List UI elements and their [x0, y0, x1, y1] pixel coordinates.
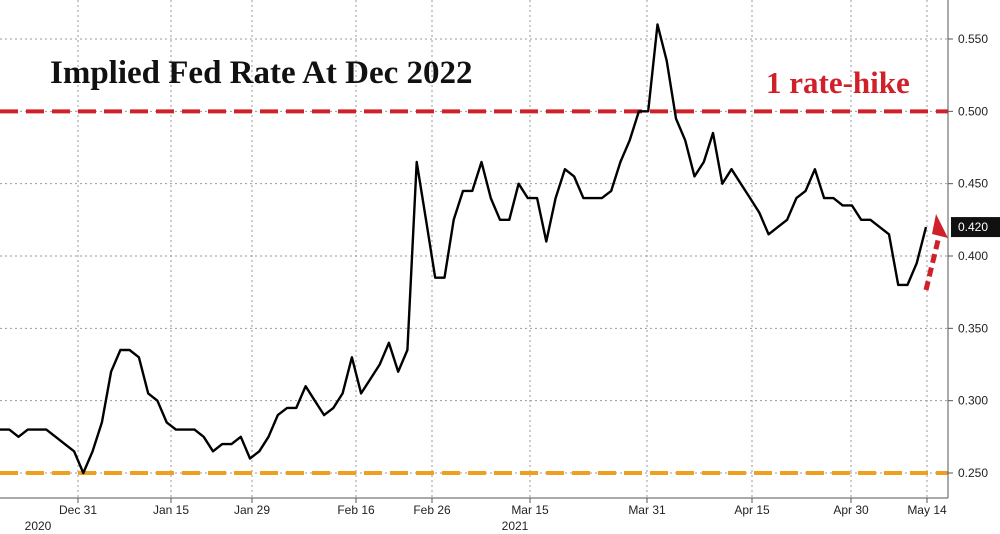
- rate-hike-label: 1 rate-hike: [766, 65, 910, 100]
- x-tick-label: Apr 30: [833, 503, 869, 517]
- x-tick-label: Jan 15: [153, 503, 189, 517]
- up-arrow-annotation: [923, 214, 948, 291]
- y-tick-label: 0.450: [958, 177, 988, 191]
- x-tick-label: Mar 15: [511, 503, 549, 517]
- series-line: [0, 23, 928, 475]
- x-tick-label: May 14: [907, 503, 947, 517]
- arrow-shaft: [923, 231, 943, 291]
- y-tick-label: 0.550: [958, 32, 988, 46]
- x-tick-label: Dec 31: [59, 503, 97, 517]
- x-tick-label: Apr 15: [734, 503, 770, 517]
- x-tick-label: Feb 26: [413, 503, 451, 517]
- x-tick-label: Mar 31: [628, 503, 666, 517]
- chart-title: Implied Fed Rate At Dec 2022: [50, 55, 473, 91]
- arrow-head: [932, 214, 948, 238]
- x-tick-label: Feb 16: [337, 503, 375, 517]
- y-tick-label: 0.400: [958, 249, 988, 263]
- series-layer: [0, 23, 928, 475]
- x-tick-label: Jan 29: [234, 503, 270, 517]
- y-tick-label: 0.350: [958, 321, 988, 335]
- y-tick-label: 0.300: [958, 394, 988, 408]
- reference-lines: [0, 109, 948, 475]
- year-label: 2020: [25, 519, 52, 533]
- y-tick-label: 0.250: [958, 466, 988, 480]
- year-label: 2021: [502, 519, 529, 533]
- last-value-badge: 0.420: [951, 217, 1000, 238]
- badge-box: [951, 217, 1000, 238]
- badge-value: 0.420: [958, 220, 988, 234]
- y-tick-label: 0.500: [958, 104, 988, 118]
